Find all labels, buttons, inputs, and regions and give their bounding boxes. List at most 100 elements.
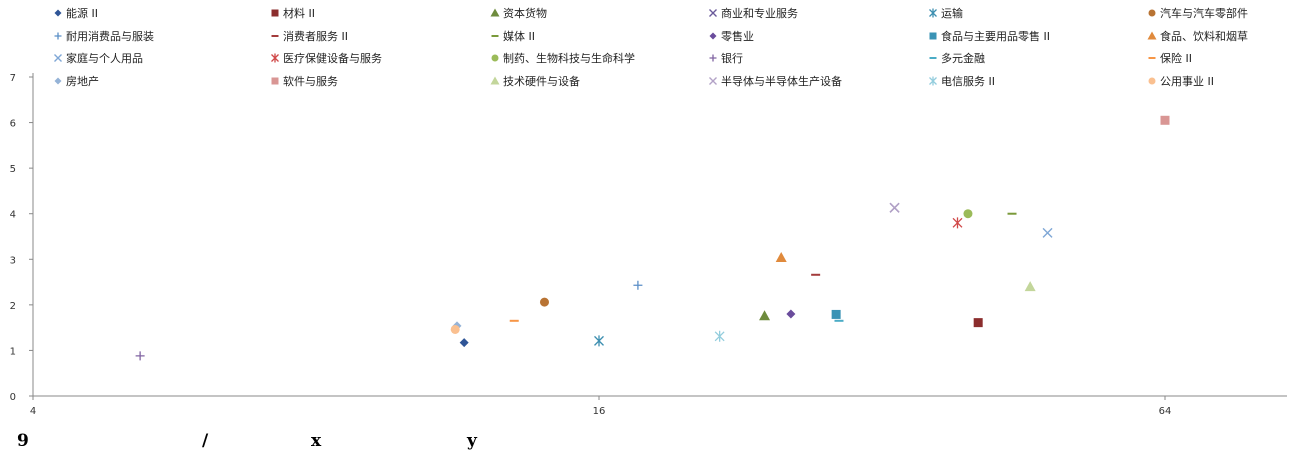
legend-label: 媒体 II [503,29,535,43]
y-tick-label: 1 [10,346,16,357]
legend-label: 技术硬件与设备 [503,74,580,88]
data-point-series-14 [952,217,963,229]
data-point-series-9 [1007,212,1017,215]
x-tick-label: 64 [1159,406,1172,417]
legend-marker [271,53,279,63]
y-tick-label: 5 [10,164,16,175]
data-point-series-16 [135,351,145,361]
data-point-series-24 [450,324,460,334]
y-tick-label: 0 [10,392,16,403]
axes [32,73,1287,397]
legend-marker [709,77,717,85]
legend-label: 零售业 [721,29,754,43]
caption-part: y [466,431,478,451]
legend-marker [1148,57,1156,59]
x-tick-label: 4 [30,406,36,417]
x-axis-ticks: 4 16 64 [30,396,1172,417]
legend-label: 软件与服务 [283,74,338,88]
legend-marker [709,32,717,40]
legend-entry-series-6: 汽车与汽车零部件 [1148,6,1248,20]
legend-label: 房地产 [66,74,99,88]
data-point-series-2 [973,318,983,328]
legend-entry-series-3: 资本货物 [490,6,547,20]
data-point-series-17 [834,319,844,322]
legend-marker [491,54,499,62]
legend-marker [271,77,279,85]
y-tick-label: 4 [10,210,16,221]
data-point-series-13 [1042,227,1053,238]
legend-marker [1148,9,1156,17]
legend-label: 汽车与汽车零部件 [1160,6,1248,20]
data-point-series-18 [509,319,519,322]
legend-marker [54,54,62,62]
legend-entry-series-12: 食品、饮料和烟草 [1147,29,1248,43]
legend-entry-series-1: 能源 II [54,6,98,20]
legend-entry-series-2: 材料 II [271,6,315,20]
data-point-series-23 [714,330,725,342]
legend-label: 公用事业 II [1160,75,1214,88]
data-point-series-20 [1160,115,1170,125]
legend-marker [490,76,500,85]
legend-entry-series-19: 房地产 [54,74,99,88]
caption-part: / [202,431,209,451]
legend-entry-series-22: 半导体与半导体生产设备 [709,74,842,88]
legend-label: 电信服务 II [941,75,995,88]
legend-label: 运输 [941,6,963,20]
legend-marker [1147,31,1157,40]
legend-entry-series-14: 医疗保健设备与服务 [271,51,382,65]
legend-entry-series-17: 多元金融 [929,51,985,65]
data-point-series-12 [775,251,787,262]
legend-entry-series-13: 家庭与个人用品 [54,51,143,65]
legend-marker [1148,77,1156,85]
legend-entry-series-16: 银行 [709,51,743,65]
legend-entry-series-8: 消费者服务 II [271,29,348,43]
legend-entry-series-5: 运输 [929,6,963,20]
legend-label: 多元金融 [941,51,985,65]
data-point-series-3 [759,310,771,321]
y-axis-ticks: 0 1 2 3 4 5 6 7 [10,73,33,403]
legend-label: 材料 II [283,6,315,20]
legend-label: 能源 II [66,6,98,20]
caption-part: x [311,431,322,451]
caption: 9 / x y [17,431,478,451]
legend-label: 制药、生物科技与生命科学 [503,51,635,65]
data-point-series-22 [889,202,900,213]
legend-entry-series-11: 食品与主要用品零售 II [929,29,1050,43]
legend-marker [709,54,717,62]
legend-label: 银行 [721,51,743,65]
data-point-series-10 [786,309,796,319]
legend-label: 商业和专业服务 [721,6,798,20]
legend-marker [929,57,937,59]
legend-entry-series-9: 媒体 II [491,29,535,43]
legend-label: 医疗保健设备与服务 [283,51,382,65]
legend-marker [271,35,279,37]
data-point-series-5 [594,335,604,347]
y-tick-label: 7 [10,73,16,84]
legend-label: 食品、饮料和烟草 [1160,29,1248,43]
x-tick-label: 16 [593,406,606,417]
legend-label: 耐用消费品与服装 [66,29,154,43]
legend-entry-series-10: 零售业 [709,29,754,43]
y-tick-label: 2 [10,301,16,312]
y-tick-label: 3 [10,255,16,266]
legend-label: 保险 II [1160,51,1192,65]
legend-entry-series-4: 商业和专业服务 [709,6,798,20]
caption-part: 9 [17,431,29,451]
data-points [135,115,1170,361]
legend-entry-series-24: 公用事业 II [1148,75,1214,88]
legend-entry-series-21: 技术硬件与设备 [490,74,580,88]
legend-marker [54,77,62,85]
legend-marker [490,8,500,17]
legend-marker [929,32,937,40]
legend-entry-series-23: 电信服务 II [929,75,995,88]
legend-entry-series-20: 软件与服务 [271,74,338,88]
data-point-series-6 [539,297,549,307]
legend-marker [709,9,717,17]
legend-label: 家庭与个人用品 [66,51,143,65]
legend-label: 消费者服务 II [283,29,348,43]
data-point-series-1 [459,338,469,348]
legend-label: 半导体与半导体生产设备 [721,74,842,88]
